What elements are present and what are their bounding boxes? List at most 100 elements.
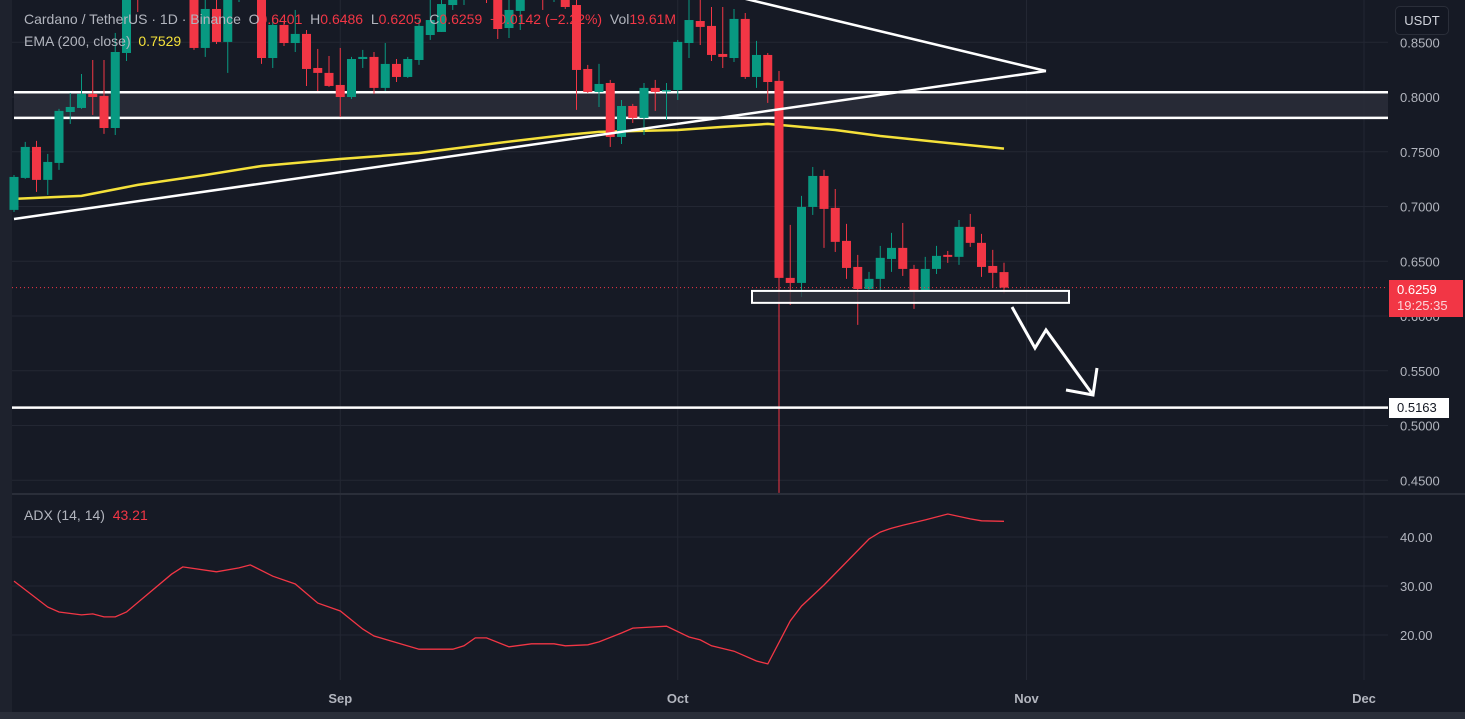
candle-body bbox=[594, 83, 604, 92]
candle bbox=[223, 0, 233, 73]
price-tick-label: 0.7500 bbox=[1400, 145, 1440, 160]
candle bbox=[77, 74, 86, 109]
candle-body bbox=[662, 89, 671, 92]
candle-body bbox=[32, 146, 41, 180]
candle-body bbox=[392, 63, 401, 77]
candle-body bbox=[830, 207, 840, 242]
low-value: 0.6205 bbox=[378, 11, 422, 27]
candle-body bbox=[673, 41, 683, 90]
candle bbox=[515, 0, 525, 30]
candle-body bbox=[200, 8, 210, 48]
candle-body bbox=[572, 5, 581, 70]
time-tick-label: Sep bbox=[328, 691, 352, 706]
price-tick-label: 0.8000 bbox=[1400, 90, 1440, 105]
candle-body bbox=[302, 33, 311, 69]
candle-body bbox=[54, 110, 64, 163]
candle-body bbox=[763, 54, 773, 82]
candle-body bbox=[808, 175, 818, 207]
candle-body bbox=[639, 87, 649, 118]
candle-body bbox=[257, 0, 266, 59]
last-price-label: 0.6259 19:25:35 bbox=[1389, 280, 1463, 317]
candle-body bbox=[875, 257, 885, 279]
last-price-value: 0.6259 bbox=[1397, 282, 1437, 297]
candle bbox=[920, 256, 930, 292]
ema-label: EMA (200, close) bbox=[24, 33, 131, 49]
symbol-title[interactable]: Cardano / TetherUS · 1D · Binance bbox=[24, 11, 241, 27]
candle bbox=[290, 9, 300, 52]
candle-body bbox=[842, 240, 851, 268]
candle bbox=[684, 0, 694, 59]
drawings[interactable] bbox=[13, 0, 1099, 397]
axes: 0.85000.80000.75000.70000.65000.60000.55… bbox=[328, 35, 1439, 706]
candle bbox=[853, 254, 863, 325]
ema-value: 0.7529 bbox=[138, 33, 182, 49]
upper-trendline[interactable] bbox=[742, 0, 1047, 73]
candle-body bbox=[448, 0, 458, 6]
price-tick-label: 0.5500 bbox=[1400, 364, 1440, 379]
support-rectangle[interactable] bbox=[751, 289, 1070, 304]
candle-body bbox=[65, 106, 75, 113]
candle-body bbox=[268, 24, 278, 59]
candle-body bbox=[189, 0, 199, 48]
candle-body bbox=[212, 8, 221, 42]
candle-body bbox=[9, 176, 19, 210]
candle bbox=[650, 79, 660, 111]
time-tick-label: Dec bbox=[1352, 691, 1376, 706]
candle-body bbox=[898, 247, 908, 269]
candle-body bbox=[650, 87, 660, 92]
candle bbox=[268, 20, 278, 68]
price-tick-label: 0.8500 bbox=[1400, 35, 1440, 50]
candle-body bbox=[425, 20, 435, 36]
candle bbox=[572, 0, 581, 110]
close-label: C bbox=[429, 11, 440, 27]
price-tick-label: 0.6500 bbox=[1400, 254, 1440, 269]
candle bbox=[403, 56, 413, 78]
candle bbox=[20, 141, 30, 179]
grid bbox=[12, 0, 1388, 680]
candle-body bbox=[99, 95, 109, 128]
support-box[interactable] bbox=[751, 289, 1070, 304]
candle-body bbox=[617, 105, 626, 137]
target-level-label: 0.5163 bbox=[1389, 398, 1449, 418]
candle bbox=[335, 47, 345, 117]
low-label: L bbox=[370, 11, 379, 27]
lower-trendline[interactable] bbox=[13, 69, 1047, 221]
candle bbox=[628, 103, 638, 123]
candle bbox=[380, 43, 390, 91]
candle bbox=[88, 59, 98, 115]
candle bbox=[65, 92, 75, 124]
price-tick-label: 0.4500 bbox=[1400, 473, 1440, 488]
candle bbox=[774, 70, 784, 493]
resistance-zone[interactable] bbox=[14, 91, 1388, 120]
candle bbox=[542, 0, 544, 10]
candle-body bbox=[977, 242, 986, 267]
bar-countdown: 19:25:35 bbox=[1397, 298, 1448, 313]
candles bbox=[9, 0, 1009, 493]
currency-button[interactable]: USDT bbox=[1395, 6, 1449, 35]
adx-legend[interactable]: ADX (14, 14) 43.21 bbox=[24, 507, 148, 523]
candle bbox=[673, 39, 683, 100]
candle bbox=[347, 56, 356, 99]
candle bbox=[324, 55, 334, 87]
ema-line bbox=[13, 122, 1005, 201]
ema-legend[interactable]: EMA (200, close) 0.7529 bbox=[24, 33, 181, 49]
candle bbox=[830, 188, 840, 252]
candle-body bbox=[380, 63, 390, 88]
time-tick-label: Oct bbox=[667, 691, 689, 706]
candle bbox=[257, 0, 266, 64]
down-arrow[interactable] bbox=[1010, 306, 1095, 396]
candle-body bbox=[965, 226, 975, 243]
candle bbox=[302, 29, 311, 86]
candle-body bbox=[347, 59, 356, 97]
candle-body bbox=[628, 105, 638, 118]
open-label: O bbox=[248, 11, 260, 27]
adx-label: ADX (14, 14) bbox=[24, 507, 105, 523]
candle-body bbox=[707, 25, 716, 55]
candle bbox=[493, 0, 503, 39]
candle bbox=[9, 174, 19, 212]
candle-body bbox=[279, 24, 289, 44]
candle-body bbox=[560, 0, 570, 7]
candle bbox=[999, 262, 1009, 294]
